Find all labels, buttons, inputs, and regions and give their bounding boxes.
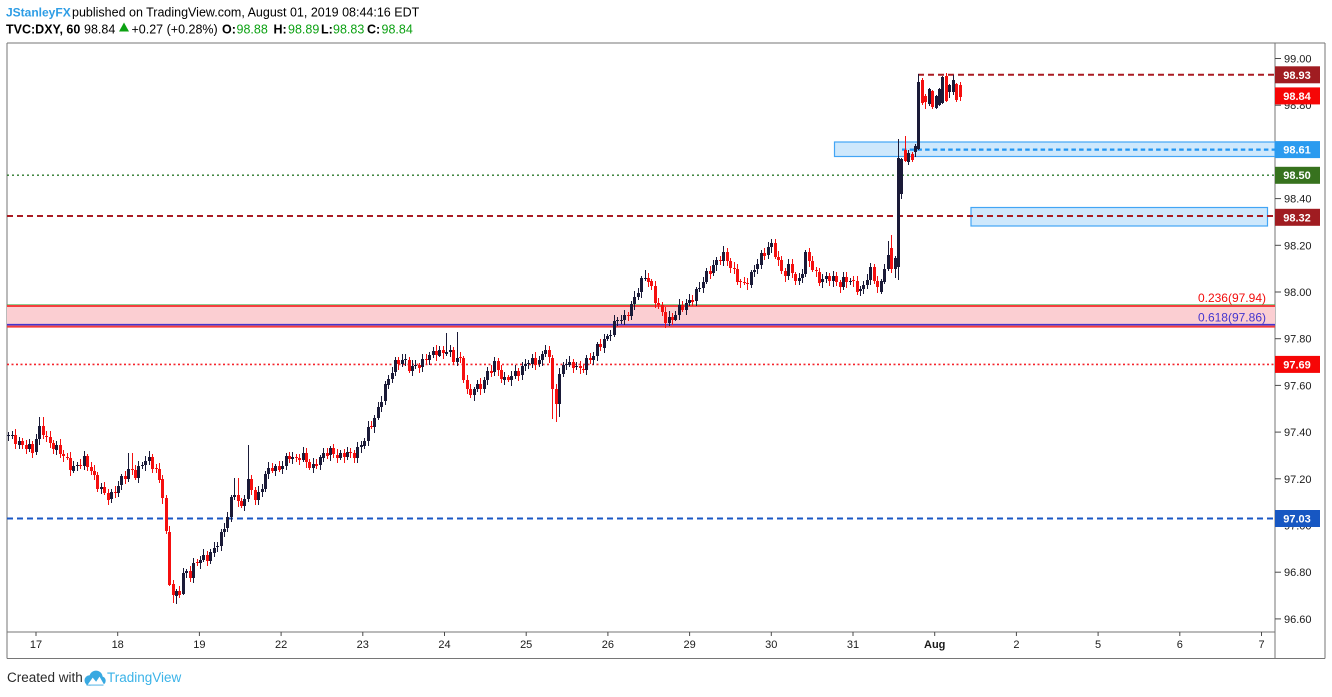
svg-text:L:: L:: [321, 23, 333, 37]
svg-text:6: 6: [1177, 639, 1183, 651]
svg-text:O:: O:: [222, 23, 236, 37]
svg-text:98.50: 98.50: [1283, 170, 1311, 182]
svg-text:98.00: 98.00: [1284, 287, 1312, 299]
svg-text:2: 2: [1013, 639, 1019, 651]
svg-text:7: 7: [1258, 639, 1264, 651]
svg-text:17: 17: [30, 639, 42, 651]
svg-text:98.32: 98.32: [1283, 212, 1311, 224]
svg-text:TradingView: TradingView: [107, 670, 182, 685]
svg-text:98.40: 98.40: [1284, 194, 1312, 206]
svg-text:98.88: 98.88: [237, 23, 268, 37]
svg-text:30: 30: [765, 639, 777, 651]
svg-text:97.60: 97.60: [1284, 380, 1312, 392]
svg-text:JStanleyFX: JStanleyFX: [6, 6, 71, 20]
svg-text:98.84: 98.84: [84, 23, 115, 37]
svg-text:0.618(97.86): 0.618(97.86): [1198, 311, 1266, 325]
svg-text:Created with: Created with: [7, 670, 83, 685]
svg-text:19: 19: [193, 639, 205, 651]
svg-text:Aug: Aug: [924, 639, 945, 651]
svg-text:98.83: 98.83: [333, 23, 364, 37]
svg-text:5: 5: [1095, 639, 1101, 651]
svg-text:97.20: 97.20: [1284, 474, 1312, 486]
svg-text:96.60: 96.60: [1284, 614, 1312, 626]
svg-text:18: 18: [112, 639, 124, 651]
svg-text:97.69: 97.69: [1283, 359, 1311, 371]
svg-text:98.84: 98.84: [382, 23, 413, 37]
svg-text:published on TradingView.com,: published on TradingView.com, August 01,…: [72, 6, 420, 20]
svg-text:99.00: 99.00: [1284, 54, 1312, 66]
svg-text:0.236(97.94): 0.236(97.94): [1198, 291, 1266, 305]
svg-text:31: 31: [847, 639, 859, 651]
svg-text:22: 22: [275, 639, 287, 651]
svg-text:+0.27 (+0.28%): +0.27 (+0.28%): [132, 23, 218, 37]
svg-text:H:: H:: [274, 23, 287, 37]
svg-text:24: 24: [438, 639, 450, 651]
svg-text:98.93: 98.93: [1283, 70, 1311, 82]
svg-text:C:: C:: [367, 23, 380, 37]
svg-text:TVC:DXY, 60: TVC:DXY, 60: [6, 23, 80, 37]
svg-text:26: 26: [602, 639, 614, 651]
svg-text:97.80: 97.80: [1284, 334, 1312, 346]
svg-text:29: 29: [683, 639, 695, 651]
svg-text:97.03: 97.03: [1283, 514, 1311, 526]
svg-text:23: 23: [357, 639, 369, 651]
svg-text:98.61: 98.61: [1283, 145, 1311, 157]
svg-text:97.40: 97.40: [1284, 427, 1312, 439]
svg-text:98.89: 98.89: [288, 23, 319, 37]
svg-text:96.80: 96.80: [1284, 567, 1312, 579]
svg-text:98.84: 98.84: [1283, 91, 1311, 103]
svg-text:98.20: 98.20: [1284, 240, 1312, 252]
svg-text:25: 25: [520, 639, 532, 651]
